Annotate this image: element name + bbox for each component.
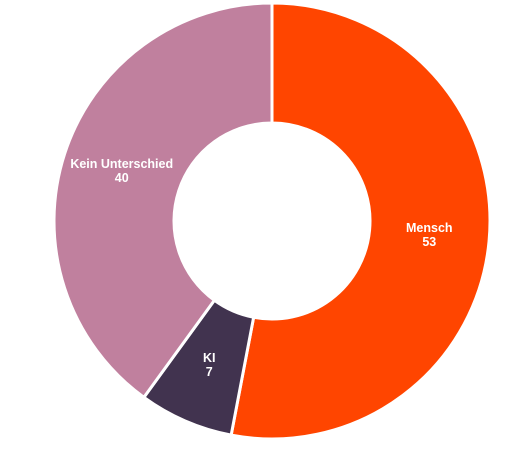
slice-label-mensch: Mensch (406, 221, 453, 235)
slice-value-ki: 7 (206, 365, 213, 379)
slice-label-ki: KI (203, 351, 216, 365)
slice-mensch (229, 1, 492, 441)
slices-group (52, 1, 492, 441)
slice-kein-unterschied (52, 1, 274, 399)
slice-value-mensch: 53 (422, 235, 436, 249)
slice-label-kein-unterschied: Kein Unterschied (70, 157, 173, 171)
slice-value-kein-unterschied: 40 (115, 171, 129, 185)
